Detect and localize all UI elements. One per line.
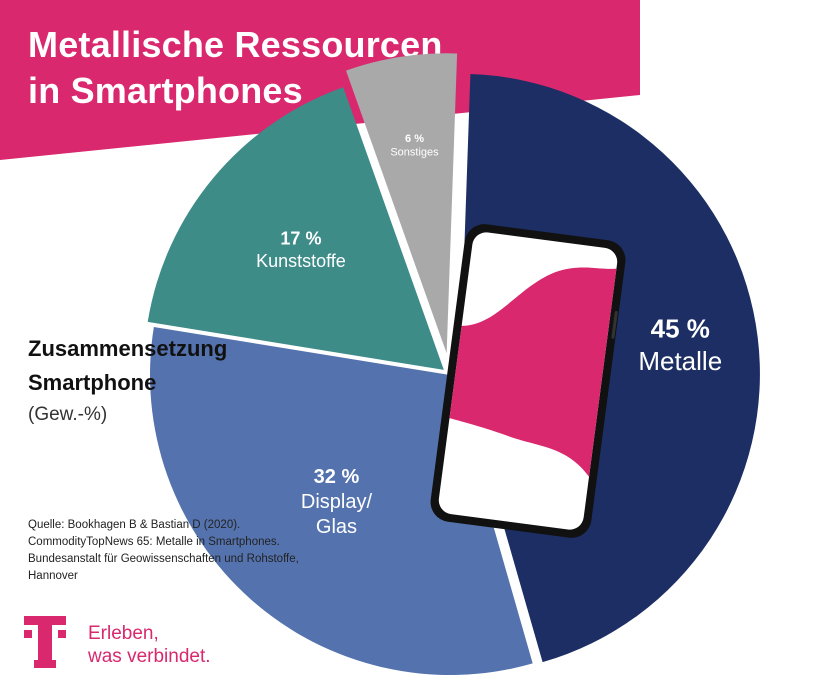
slice-value-label-display-glas: 32 %	[314, 466, 360, 488]
pie-slice-sonstiges	[345, 53, 458, 354]
slice-category-label-display-glas: Glas	[316, 516, 357, 538]
title-line-2: in Smartphones	[28, 70, 303, 111]
subtitle-line-1: Zusammensetzung	[28, 336, 228, 361]
page-title: Metallische Ressourcen in Smartphones	[28, 22, 443, 114]
source-line-4: Hannover	[28, 570, 78, 582]
slice-category-label-kunststoffe: Kunststoffe	[256, 251, 346, 271]
pie-slice-kunststoffe	[147, 87, 444, 370]
slice-category-label-metalle: Metalle	[638, 346, 722, 376]
source-line-2: CommodityTopNews 65: Metalle in Smartpho…	[28, 536, 280, 548]
chart-subtitle: Zusammensetzung Smartphone (Gew.-%)	[28, 332, 227, 430]
title-banner	[0, 0, 640, 160]
slogan-line-1: Erleben,	[88, 623, 159, 644]
slice-category-label-display-glas: Display/	[301, 491, 373, 513]
pie-slice-labels: 45 %Metalle 32 % Display/Glas 17 % Kunststof…	[256, 133, 722, 538]
slogan-line-2: was verbindet.	[88, 646, 211, 667]
slice-category-label-sonstiges: Sonstiges	[390, 147, 439, 159]
subtitle-unit: (Gew.-%)	[28, 404, 108, 425]
source-line-3: Bundesanstalt für Geowissenschaften und …	[28, 553, 299, 565]
smartphone-illustration	[430, 224, 626, 538]
telekom-t-logo-icon	[24, 616, 66, 668]
brand-slogan: Erleben, was verbindet.	[88, 622, 211, 668]
source-note: Quelle: Bookhagen B & Bastian D (2020). …	[28, 517, 328, 585]
title-line-1: Metallische Ressourcen	[28, 24, 443, 65]
slice-value-label-kunststoffe: 17 %	[280, 228, 321, 248]
slice-value-label-sonstiges: 6 %	[405, 133, 424, 145]
pie-slice-display-glas	[149, 327, 533, 675]
subtitle-line-2: Smartphone	[28, 370, 157, 395]
slice-value-label-metalle: 45 %	[651, 313, 710, 343]
source-line-1: Quelle: Bookhagen B & Bastian D (2020).	[28, 519, 241, 531]
